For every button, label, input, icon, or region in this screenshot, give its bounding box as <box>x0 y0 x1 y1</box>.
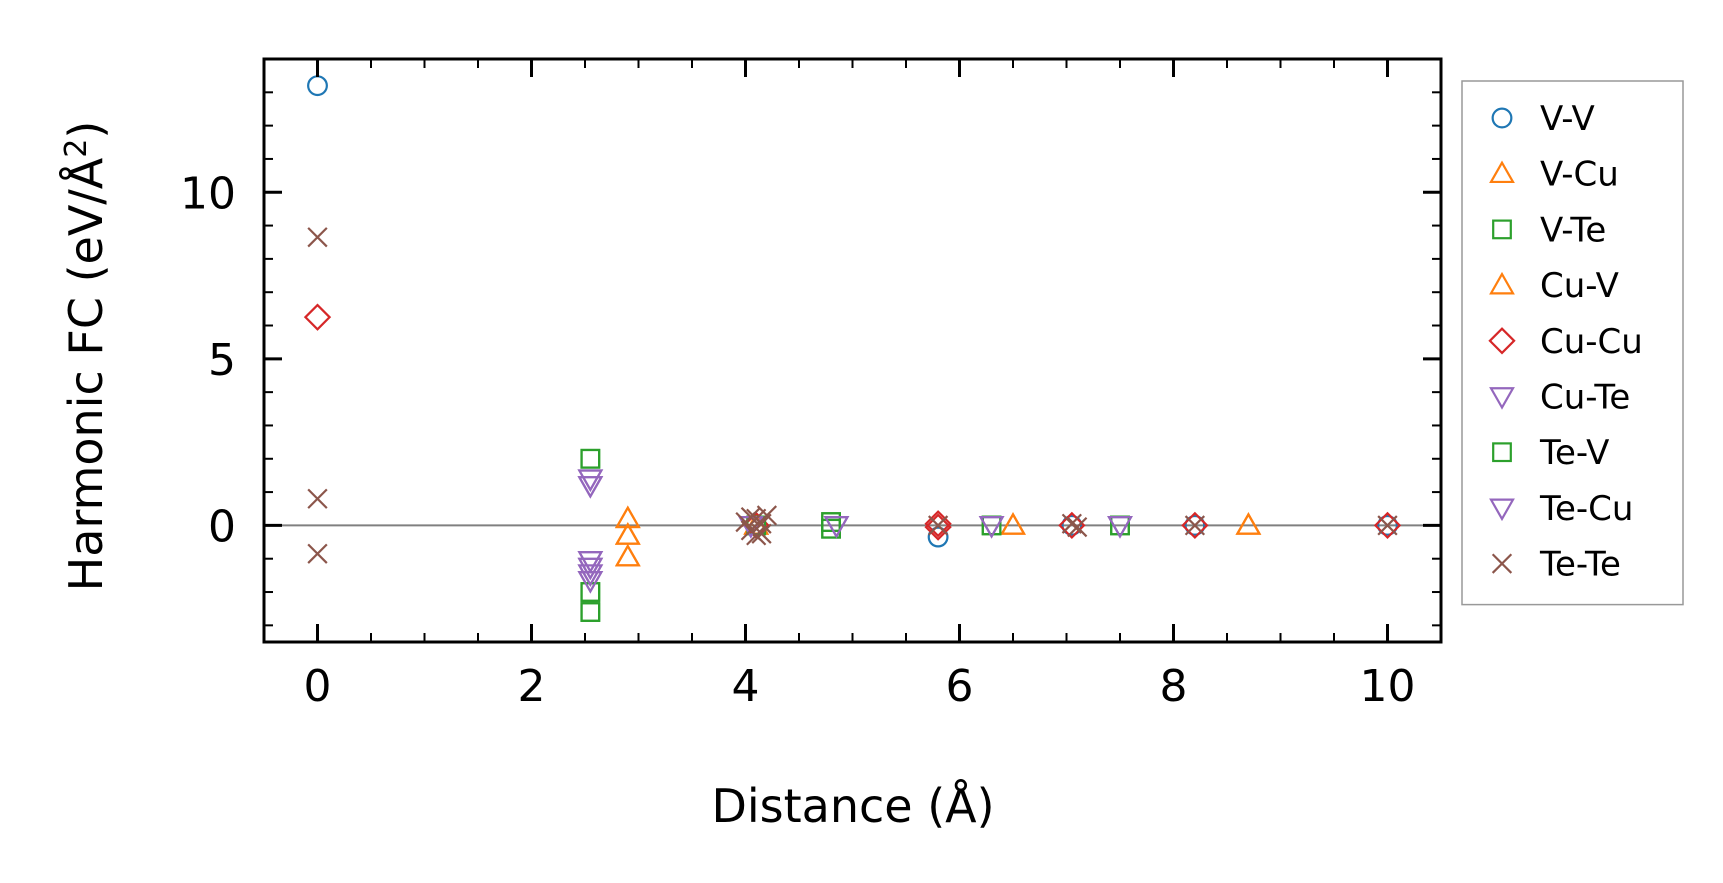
legend-label: V-Cu <box>1540 155 1619 195</box>
data-point <box>577 551 604 574</box>
x-tick-label: 4 <box>732 661 760 712</box>
data-point <box>614 543 641 567</box>
x-axis-label: Distance (Å) <box>711 779 994 833</box>
x-tick-label: 8 <box>1160 661 1188 712</box>
data-point <box>746 525 767 546</box>
data-point <box>1235 512 1262 535</box>
legend-entries: V-V V-Cu V-Te Cu-V Cu-Cu Cu-Te Te-V Te-Cu Te-Te <box>1488 99 1643 585</box>
data-point <box>1061 514 1083 536</box>
data-point <box>1000 512 1026 535</box>
data-point <box>1000 512 1026 535</box>
data-point <box>1377 514 1398 536</box>
legend-marker <box>1492 442 1512 463</box>
x-tick-label: 0 <box>304 661 332 712</box>
y-axis-label-main: Harmonic FC (eV/Å <box>59 157 113 591</box>
data-point <box>1373 511 1402 540</box>
data-point <box>1067 516 1088 538</box>
data-point <box>580 448 601 469</box>
legend-marker <box>1488 327 1516 355</box>
data-point <box>307 488 328 509</box>
tick-labels: 0 2 4 6 8 10 0 5 10 <box>180 168 1416 712</box>
data-point <box>1235 512 1262 535</box>
legend-marker <box>1489 498 1515 522</box>
data-point <box>303 303 332 331</box>
x-tick-label: 2 <box>518 661 546 712</box>
data-point <box>614 522 641 545</box>
data-point <box>577 476 604 499</box>
data-point <box>577 564 604 587</box>
data-point <box>978 516 1005 539</box>
data-point <box>927 515 949 536</box>
legend-label: Cu-Te <box>1540 378 1630 418</box>
y-tick-label: 5 <box>208 335 236 386</box>
data-point <box>1184 514 1206 536</box>
legend: V-V V-Cu V-Te Cu-V Cu-Cu Cu-Te Te-V Te-Cu Te-Te <box>1461 80 1684 606</box>
data-point <box>751 513 772 534</box>
data-point <box>924 513 952 541</box>
legend-label: V-V <box>1540 99 1595 139</box>
legend-label: V-Te <box>1540 210 1606 250</box>
data-point <box>924 510 952 538</box>
y-axis-label: Harmonic FC (eV/Å2) <box>59 121 113 592</box>
legend-label: Te-Te <box>1539 545 1621 585</box>
data-point <box>927 526 949 548</box>
data-point <box>823 516 850 539</box>
legend-marker <box>1489 160 1515 184</box>
data-point <box>614 543 641 567</box>
legend-marker <box>1491 107 1513 129</box>
data-markers <box>303 75 1402 622</box>
y-axis-label-superscript: 2 <box>59 139 94 158</box>
data-point <box>1061 513 1082 534</box>
legend-label: Cu-Cu <box>1540 322 1643 362</box>
data-point <box>1107 516 1133 539</box>
data-point <box>577 557 604 581</box>
data-point <box>580 602 601 622</box>
data-point <box>577 557 604 581</box>
data-point <box>577 564 604 587</box>
plot-area: 0 2 4 6 8 10 0 5 10 <box>180 57 1443 712</box>
data-point <box>577 476 604 499</box>
data-point <box>580 448 601 469</box>
data-point <box>577 551 604 574</box>
axis-ticks <box>263 58 1442 642</box>
plot-frame <box>262 57 1443 644</box>
legend-label: Cu-V <box>1540 266 1619 306</box>
legend-marker <box>1491 553 1513 574</box>
data-point <box>307 227 328 248</box>
data-point <box>307 75 328 97</box>
legend-marker <box>1489 387 1515 410</box>
data-point <box>1181 511 1209 540</box>
legend-marker <box>1489 271 1515 295</box>
data-point <box>577 571 604 594</box>
data-point <box>751 523 772 544</box>
legend-marker <box>1492 219 1512 240</box>
y-tick-label: 10 <box>180 168 236 219</box>
y-tick-label: 0 <box>208 501 236 552</box>
legend-label: Te-V <box>1539 433 1609 473</box>
data-point <box>1058 511 1086 540</box>
data-point <box>1377 515 1398 536</box>
data-point <box>577 469 604 492</box>
data-point <box>577 469 604 492</box>
data-point <box>740 506 761 528</box>
x-tick-label: 10 <box>1360 661 1416 712</box>
data-point <box>307 543 328 564</box>
y-axis-label-close: ) <box>59 121 113 139</box>
data-point <box>580 602 601 622</box>
data-point <box>614 505 641 529</box>
legend-label: Te-Cu <box>1539 489 1633 529</box>
x-tick-label: 6 <box>946 661 974 712</box>
data-point <box>1184 515 1206 536</box>
